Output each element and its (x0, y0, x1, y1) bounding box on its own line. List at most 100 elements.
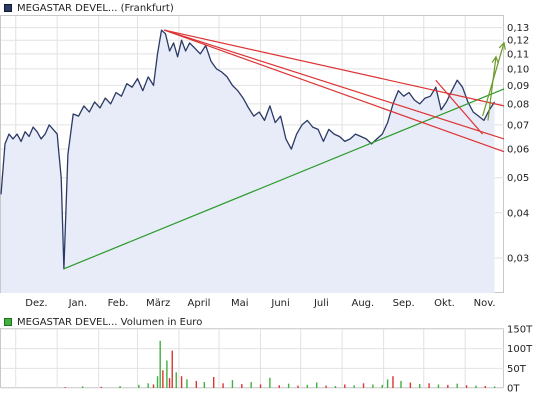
volume-bar (316, 382, 318, 388)
volume-legend-swatch (4, 318, 12, 326)
trend-line (435, 79, 484, 135)
volume-bar (484, 386, 486, 388)
price-y-tick-label: 0,10 (507, 64, 529, 75)
price-x-tick-label: Jan. (68, 298, 88, 309)
price-area-fill (1, 30, 495, 293)
trend-lines (63, 29, 506, 270)
price-y-tick-label: 0,11 (507, 49, 529, 60)
volume-plot-frame (0, 328, 504, 388)
volume-bar (362, 383, 365, 388)
volume-y-axis: 150T 100T 50T 0T (507, 325, 533, 395)
price-y-tick-label: 0,07 (507, 120, 529, 131)
volume-bar (213, 376, 215, 388)
volume-bar (269, 377, 271, 388)
trend-line (164, 29, 505, 140)
price-x-tick-label: Feb. (108, 298, 129, 309)
price-x-axis: Dez. Jan. Feb. März April Mai Juni Juli Aug. Sep.… (25, 298, 495, 309)
volume-bar (344, 384, 346, 388)
volume-bar (475, 385, 477, 388)
price-x-tick-label: Juni (270, 298, 289, 309)
trend-line (487, 56, 497, 121)
volume-bar (447, 384, 449, 388)
volume-bar (419, 384, 421, 388)
price-y-tick-label: 0,09 (507, 81, 529, 92)
price-x-tick-label: Dez. (25, 298, 47, 309)
price-line (0, 29, 496, 270)
volume-bar (222, 383, 224, 388)
volume-bar (386, 379, 389, 388)
volume-grid (1, 328, 504, 389)
volume-bar (465, 385, 468, 388)
volume-bar (493, 386, 496, 388)
price-y-tick-label: 0,12 (507, 36, 529, 47)
volume-y-tick-label: 100T (507, 344, 533, 355)
price-y-tick-label: 0,03 (507, 253, 529, 264)
price-x-tick-label: Juli (313, 298, 329, 309)
volume-bar (195, 380, 198, 388)
volume-bar (64, 387, 66, 388)
price-x-tick-label: April (188, 298, 211, 309)
volume-bar (119, 386, 121, 388)
volume-bar (381, 384, 383, 388)
volume-bar (100, 386, 103, 388)
volume-bar (241, 384, 243, 388)
volume-bar (372, 384, 374, 388)
price-y-tick-label: 0,04 (507, 208, 529, 219)
volume-bar (162, 370, 164, 388)
volume-bar (81, 386, 84, 388)
volume-bar (180, 376, 183, 388)
volume-y-tick-label: 50T (507, 364, 527, 375)
price-x-tick-label: Okt. (434, 298, 455, 309)
price-y-tick-label: 0,08 (507, 99, 529, 110)
volume-bar (147, 383, 149, 388)
volume-bar (152, 384, 155, 388)
volume-bar (409, 382, 412, 388)
volume-bar (392, 376, 394, 388)
price-y-axis: 0,13 0,12 0,11 0,10 0,09 0,08 0,07 0,06 0,05 0,04… (507, 23, 529, 264)
volume-bar (171, 350, 173, 388)
price-x-tick-label: Mai (231, 298, 249, 309)
trend-line (63, 88, 505, 270)
volume-legend: MEGASTAR DEVEL... Volumen in Euro (4, 315, 202, 329)
volume-bar (168, 378, 171, 388)
price-legend-label: MEGASTAR DEVEL... (Frankfurt) (17, 2, 174, 14)
volume-bar (353, 385, 355, 388)
volume-legend-label: MEGASTAR DEVEL... Volumen in Euro (17, 316, 203, 328)
price-y-tick-label: 0,06 (507, 145, 529, 156)
volume-bars (64, 340, 496, 388)
volume-bar (259, 384, 262, 388)
volume-bar (437, 384, 440, 388)
volume-bar (456, 383, 458, 388)
volume-bar (203, 382, 206, 388)
volume-bar (231, 380, 234, 388)
price-legend: MEGASTAR DEVEL... (Frankfurt) (4, 1, 174, 15)
volume-bar (297, 385, 299, 388)
volume-bar (287, 383, 290, 388)
price-legend-swatch (4, 4, 12, 12)
volume-y-tick-label: 0T (507, 384, 520, 395)
volume-bar (186, 379, 188, 388)
price-x-tick-label: März (146, 298, 170, 309)
volume-bar (278, 385, 280, 388)
trend-line (164, 29, 505, 153)
volume-bar (175, 372, 177, 388)
volume-bar (325, 385, 327, 388)
volume-bar (306, 384, 309, 388)
price-y-tick-label: 0,05 (507, 173, 529, 184)
volume-bar (166, 360, 168, 388)
price-x-tick-label: Nov. (474, 298, 496, 309)
volume-bar (250, 382, 252, 388)
price-x-tick-label: Aug. (352, 298, 375, 309)
price-y-tick-label: 0,13 (507, 23, 529, 34)
volume-bar (334, 386, 337, 388)
volume-y-tick-label: 150T (507, 325, 533, 336)
volume-bar (138, 384, 140, 388)
volume-bar (428, 383, 430, 388)
volume-bar (400, 380, 402, 388)
trend-arrowhead (498, 41, 506, 50)
volume-bar (159, 340, 161, 388)
price-area (0, 29, 496, 293)
volume-bar (156, 376, 159, 388)
price-x-tick-label: Sep. (393, 298, 415, 309)
